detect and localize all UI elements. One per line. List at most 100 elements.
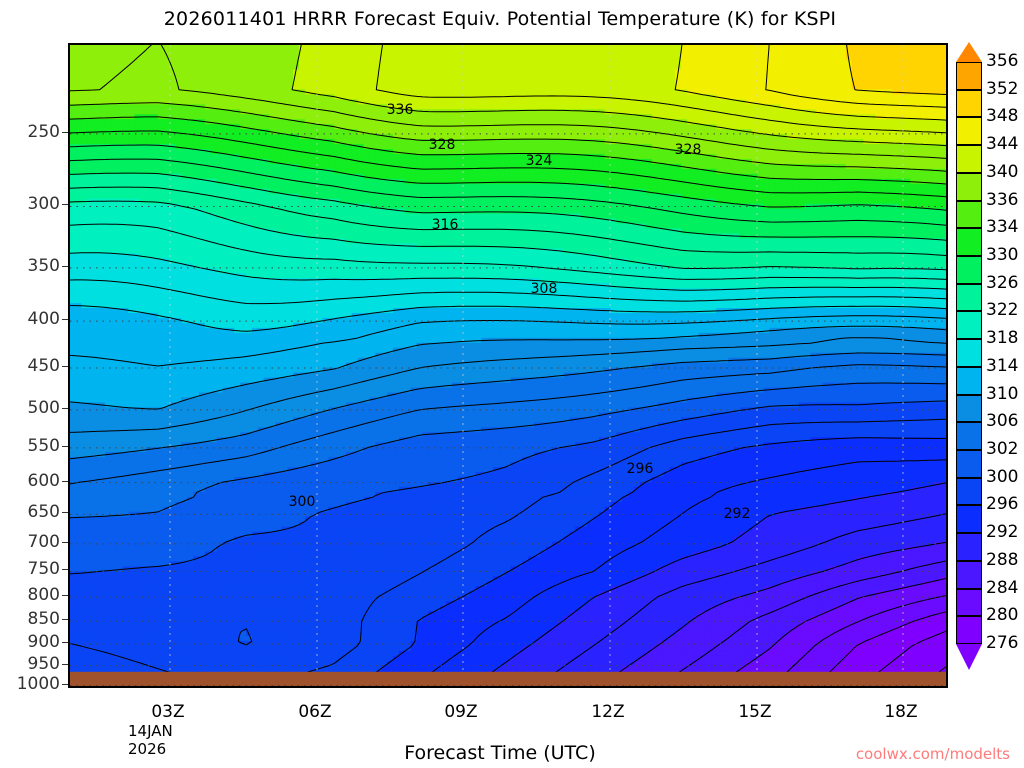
colorbar-segment bbox=[956, 422, 982, 450]
x-axis-date-label: 14JAN 2026 bbox=[128, 722, 173, 758]
contour-label: 328 bbox=[428, 137, 456, 153]
y-axis-tick bbox=[62, 265, 68, 267]
colorbar-segment bbox=[956, 200, 982, 229]
contour-label: 324 bbox=[525, 153, 553, 169]
x-axis: 03Z 06Z 09Z 12Z 15Z 18Z bbox=[68, 690, 948, 760]
colorbar-over-arrow bbox=[956, 42, 982, 62]
colorbar-segment bbox=[956, 145, 982, 173]
colorbar-segment bbox=[956, 117, 982, 146]
contour-label: 296 bbox=[626, 461, 654, 477]
colorbar-segment bbox=[956, 172, 982, 201]
y-axis-tick-label: 800 bbox=[27, 585, 60, 606]
colorbar-tick-label: 310 bbox=[986, 383, 1019, 404]
colorbar-tick-label: 330 bbox=[986, 245, 1019, 265]
y-axis-tick-label: 450 bbox=[27, 355, 60, 376]
colorbar-segment bbox=[956, 256, 982, 284]
y-axis: 250 300 350 400 450 500 550 600 650 700 750 800 850 9… bbox=[0, 43, 68, 694]
y-axis-tick bbox=[62, 512, 68, 514]
x-axis-tick-label: 06Z bbox=[298, 702, 332, 722]
contour-label: 336 bbox=[386, 102, 414, 118]
x-axis-date-line: 2026 bbox=[128, 740, 167, 758]
colorbar-segment bbox=[956, 366, 982, 395]
y-axis-tick-label: 1000 bbox=[16, 674, 60, 694]
y-axis-tick-label: 350 bbox=[27, 255, 60, 276]
x-axis-tick-label: 09Z bbox=[444, 702, 478, 722]
y-axis-tick-label: 600 bbox=[27, 470, 60, 491]
y-axis-tick bbox=[62, 595, 68, 597]
y-axis-tick-label: 900 bbox=[27, 632, 60, 653]
grid-lines bbox=[70, 45, 946, 686]
contour-label: 308 bbox=[530, 281, 558, 297]
colorbar-segment bbox=[956, 616, 982, 644]
colorbar-tick-label: 322 bbox=[986, 300, 1019, 321]
x-axis-date-line: 14JAN bbox=[128, 722, 173, 740]
y-axis-tick bbox=[62, 569, 68, 571]
colorbar-under-arrow bbox=[956, 644, 982, 670]
colorbar-segment bbox=[956, 477, 982, 506]
x-axis-tick-label: 15Z bbox=[738, 702, 772, 722]
colorbar-tick-label: 356 bbox=[986, 51, 1019, 71]
x-axis-title: Forecast Time (UTC) bbox=[404, 742, 596, 764]
colorbar-tick-label: 334 bbox=[986, 217, 1019, 238]
colorbar-tick-label: 336 bbox=[986, 189, 1019, 210]
plot-area: 336 328 324 328 316 308 300 296 292 bbox=[68, 43, 948, 688]
colorbar-tick-label: 292 bbox=[986, 522, 1019, 543]
y-axis-tick bbox=[62, 619, 68, 621]
y-axis-tick bbox=[62, 663, 68, 665]
colorbar-segment bbox=[956, 505, 982, 534]
y-axis-tick bbox=[62, 642, 68, 644]
y-axis-tick bbox=[62, 541, 68, 543]
y-axis-tick-label: 700 bbox=[27, 531, 60, 552]
y-axis-tick bbox=[62, 480, 68, 482]
contour-label: 316 bbox=[431, 217, 459, 233]
contour-label: 300 bbox=[288, 494, 316, 510]
y-axis-tick bbox=[62, 407, 68, 409]
y-axis-tick-label: 500 bbox=[27, 397, 60, 418]
colorbar-tick-label: 344 bbox=[986, 134, 1019, 155]
x-axis-tick-label: 03Z bbox=[151, 702, 185, 722]
y-axis-tick bbox=[62, 131, 68, 133]
colorbar-segment bbox=[956, 394, 982, 423]
colorbar-tick-label: 326 bbox=[986, 272, 1019, 293]
colorbar-segment bbox=[956, 533, 982, 561]
y-axis-tick bbox=[62, 204, 68, 206]
contour-canvas bbox=[70, 45, 946, 686]
colorbar-tick-label: 348 bbox=[986, 106, 1019, 127]
colorbar-tick-label: 340 bbox=[986, 161, 1019, 182]
colorbar-segment bbox=[956, 62, 982, 90]
y-axis-tick bbox=[62, 445, 68, 447]
colorbar-tick-label: 302 bbox=[986, 439, 1019, 459]
colorbar-tick-label: 296 bbox=[986, 494, 1019, 515]
x-axis-tick-label: 18Z bbox=[884, 702, 918, 722]
colorbar-tick-label: 276 bbox=[986, 633, 1019, 653]
colorbar-tick-label: 306 bbox=[986, 411, 1019, 432]
y-axis-tick-label: 850 bbox=[27, 609, 60, 630]
y-axis-tick-label: 750 bbox=[27, 559, 60, 580]
y-axis-tick-label: 250 bbox=[27, 121, 60, 142]
y-axis-tick-label: 400 bbox=[27, 309, 60, 330]
colorbar-segment bbox=[956, 588, 982, 617]
colorbar-tick-label: 352 bbox=[986, 78, 1019, 99]
colorbar-tick-label: 314 bbox=[986, 355, 1019, 376]
colorbar-segment bbox=[956, 450, 982, 478]
colorbar-tick-label: 318 bbox=[986, 328, 1019, 349]
colorbar-segment bbox=[956, 560, 982, 589]
y-axis-tick bbox=[62, 319, 68, 321]
y-axis-tick bbox=[62, 365, 68, 367]
chart-title: 2026011401 HRRR Forecast Equiv. Potentia… bbox=[163, 8, 837, 30]
x-axis-tick-label: 12Z bbox=[591, 702, 625, 722]
colorbar: 276 280 284 288 292 296 300 302 306 310 314 318 322 3… bbox=[956, 42, 1018, 676]
colorbar-tick-label: 284 bbox=[986, 577, 1019, 598]
watermark: coolwx.com/modelts bbox=[855, 745, 1010, 763]
y-axis-tick bbox=[62, 684, 68, 685]
colorbar-segment bbox=[956, 228, 982, 256]
y-axis-tick-label: 650 bbox=[27, 502, 60, 523]
colorbar-tick-label: 300 bbox=[986, 466, 1019, 487]
colorbar-tick-label: 280 bbox=[986, 605, 1019, 626]
colorbar-segment bbox=[956, 283, 982, 312]
y-axis-tick-label: 550 bbox=[27, 435, 60, 456]
colorbar-tick-label: 288 bbox=[986, 549, 1019, 570]
colorbar-segment bbox=[956, 89, 982, 118]
contour-lines bbox=[70, 45, 946, 686]
colorbar-segment bbox=[956, 339, 982, 367]
